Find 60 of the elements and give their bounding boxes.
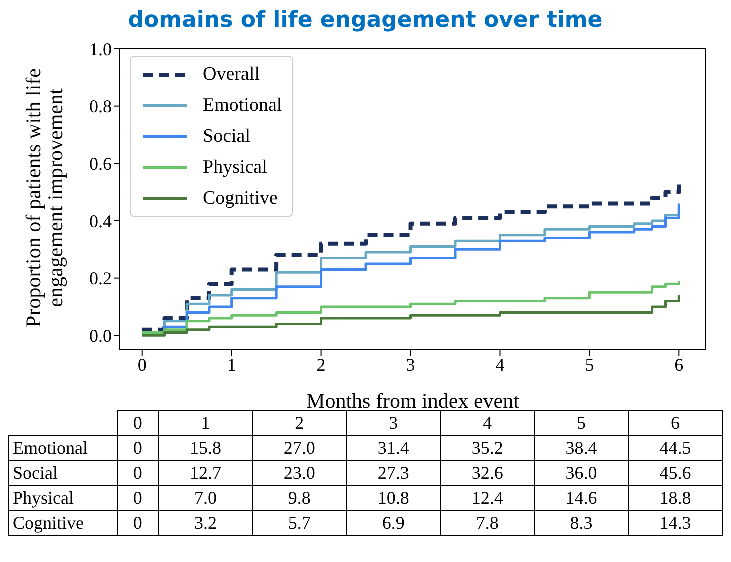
x-tick-label: 5 (585, 354, 594, 375)
x-tick-label: 2 (295, 412, 304, 432)
x-tick-label: 4 (440, 410, 535, 436)
data-label: 32.6 (440, 460, 535, 486)
y-tick-label: 0.0 (90, 326, 112, 346)
data-label: 27.0 (252, 436, 347, 460)
x-tick-label: 6 (628, 410, 722, 436)
legend-label: Cognitive (203, 188, 278, 210)
x-tick-label: 6 (674, 354, 684, 375)
y-axis-title: Proportion of patients with life engagement improvement (21, 68, 67, 330)
x-tick-label: 2 (316, 354, 326, 375)
data-label: 0 (117, 486, 159, 510)
x-tick-label: 1 (158, 410, 253, 436)
y-tick-label: Physical (8, 486, 117, 510)
chart-title: domains of life engagement over time (127, 8, 604, 35)
y-tick-label: Emotional (8, 436, 117, 460)
data-label: 38.4 (534, 436, 629, 460)
y-tick-label: 0.2 (90, 268, 112, 289)
x-tick-label: 1 (227, 354, 236, 375)
legend-label: Emotional (203, 94, 282, 116)
y-tick-label: Social (8, 460, 117, 486)
data-label: 36.0 (534, 460, 629, 486)
data-label: 0 (117, 460, 159, 486)
data-label: 23.0 (252, 460, 347, 486)
data-label: 35.2 (440, 436, 535, 460)
data-label: 18.8 (628, 486, 722, 510)
data-label: 0 (117, 436, 159, 460)
data-label: 0 (117, 510, 159, 536)
x-axis-title: Months from index event (306, 389, 520, 413)
x-tick-label: 0 (117, 410, 159, 436)
x-tick-label: 4 (496, 354, 505, 375)
data-label: 12.4 (440, 486, 535, 510)
data-label: 12.7 (158, 460, 253, 486)
data-label: 44.5 (628, 436, 722, 460)
data-label: 10.8 (346, 486, 441, 510)
data-label: 15.8 (158, 436, 253, 460)
data-label: 8.3 (534, 510, 629, 536)
legend-label: Social (203, 126, 250, 148)
data-label: 45.6 (628, 460, 722, 486)
data-label: 5.7 (252, 510, 347, 536)
data-label: 14.6 (534, 486, 629, 510)
data-label: 3.2 (158, 510, 253, 536)
x-tick-label: 5 (534, 410, 629, 436)
data-label: 9.8 (252, 486, 347, 510)
data-label: 14.3 (628, 510, 722, 536)
data-label: 6.9 (346, 510, 441, 536)
legend-label: Overall (203, 64, 260, 86)
y-tick-label: Cognitive (8, 510, 117, 536)
y-tick-label: 0.6 (90, 154, 112, 174)
data-label: 31.4 (346, 436, 441, 460)
legend-label: Physical (203, 156, 268, 178)
y-tick-label: 0.4 (90, 211, 112, 232)
data-label: 27.3 (346, 460, 441, 486)
y-tick-label: 1.0 (90, 39, 112, 60)
data-label: 7.8 (440, 510, 535, 536)
x-tick-label: 3 (346, 410, 441, 436)
x-tick-label: 0 (138, 354, 147, 375)
x-tick-label: 3 (406, 354, 416, 375)
data-label: 7.0 (158, 486, 253, 510)
y-tick-label: 0.8 (90, 96, 112, 117)
